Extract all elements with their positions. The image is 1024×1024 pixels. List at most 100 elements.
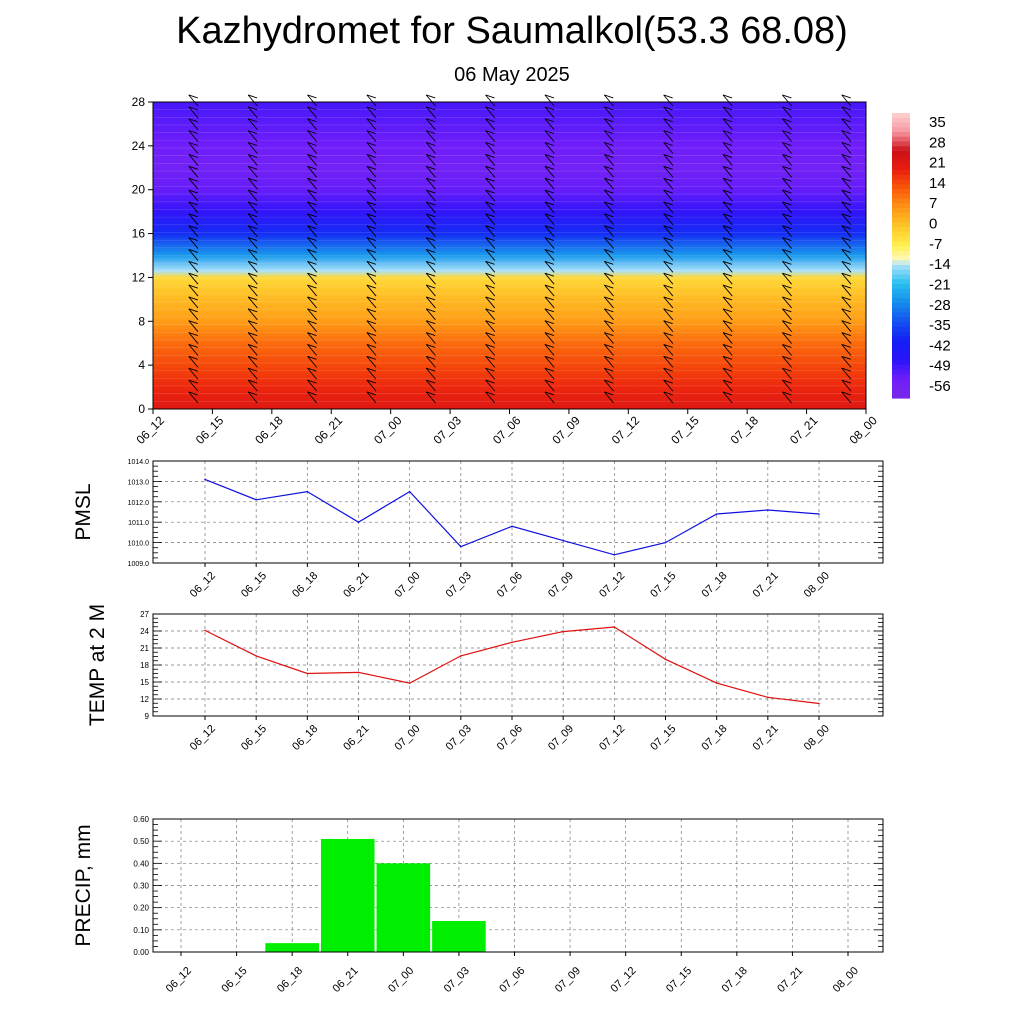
wind-barb xyxy=(782,391,792,404)
wind-barb xyxy=(544,367,555,380)
heatmap-x-tick-label: 07_15 xyxy=(668,413,702,447)
wind-barb-flag xyxy=(604,153,614,158)
wind-barb xyxy=(663,142,674,154)
wind-barb-flag xyxy=(663,367,673,372)
panel-frame xyxy=(152,613,884,717)
wind-barb-flag xyxy=(366,94,376,99)
y-tick-label: 1013.0 xyxy=(128,479,150,486)
wind-barb-flag xyxy=(485,201,495,206)
wind-barb-flag xyxy=(247,308,258,313)
wind-barb xyxy=(307,356,318,368)
wind-barb xyxy=(366,272,377,285)
wind-barb xyxy=(544,272,555,285)
colorbar-segment xyxy=(892,260,910,266)
colorbar-label: 21 xyxy=(929,155,946,172)
wind-barb-flag xyxy=(307,142,317,146)
wind-barb xyxy=(722,367,733,380)
wind-barb-flag xyxy=(604,332,614,337)
wind-barb-flag xyxy=(307,296,317,301)
wind-barb xyxy=(544,356,555,368)
wind-barb xyxy=(544,249,555,261)
wind-barb-flag xyxy=(426,225,436,230)
wind-barb xyxy=(722,237,733,249)
wind-barb-flag xyxy=(841,332,851,337)
wind-barb-flag xyxy=(604,355,614,360)
wind-barb-flag xyxy=(782,308,792,313)
wind-barb xyxy=(485,130,496,142)
wind-barb-flag xyxy=(722,94,733,99)
colorbar-segment xyxy=(892,364,910,371)
wind-barb xyxy=(247,296,258,309)
wind-barb xyxy=(722,391,733,404)
wind-barb-flag xyxy=(841,94,851,99)
wind-barb-flag xyxy=(247,272,258,277)
colorbar-segment xyxy=(892,193,910,200)
wind-barb xyxy=(485,225,496,237)
wind-barb-flag xyxy=(485,142,495,146)
wind-barb xyxy=(485,165,496,178)
colorbar-label: -42 xyxy=(929,337,951,354)
wind-barb xyxy=(841,154,852,166)
colorbar-segment xyxy=(892,288,910,295)
colorbar-segment xyxy=(892,155,910,162)
wind-barb-flag xyxy=(782,213,792,218)
wind-barb xyxy=(782,320,792,333)
wind-barb-flag xyxy=(722,225,733,230)
wind-barb-flag xyxy=(841,249,851,253)
wind-barb xyxy=(307,225,318,237)
wind-barb xyxy=(485,391,496,404)
wind-barb-flag xyxy=(188,332,198,337)
wind-barb-flag xyxy=(247,332,258,337)
wind-barb xyxy=(722,201,733,214)
y-tick-label: 9 xyxy=(145,712,150,721)
wind-barb-flag xyxy=(485,332,495,337)
wind-barb-flag xyxy=(247,118,258,123)
wind-barb-flag xyxy=(426,142,436,146)
wind-barb-flag xyxy=(485,130,495,135)
wind-barb-flag xyxy=(307,189,317,194)
y-tick-label: 24 xyxy=(140,627,149,636)
wind-barb-flag xyxy=(307,344,317,348)
wind-barb xyxy=(663,237,674,249)
wind-barb xyxy=(841,261,852,273)
wind-barb xyxy=(425,94,436,107)
wind-barb xyxy=(485,237,496,249)
x-tick-label: 06_21 xyxy=(341,723,371,753)
x-tick-label: 06_15 xyxy=(239,723,269,753)
data-point xyxy=(562,630,564,633)
x-tick-label: 07_09 xyxy=(546,723,576,753)
wind-barb-flag xyxy=(307,332,317,337)
wind-barb xyxy=(485,344,496,356)
wind-barb xyxy=(188,308,199,321)
wind-barb xyxy=(603,344,614,356)
wind-barb-flag xyxy=(782,379,792,384)
wind-barb-flag xyxy=(841,260,851,265)
wind-barb-flag xyxy=(426,130,436,135)
wind-barb-flag xyxy=(247,165,258,170)
wind-barb xyxy=(247,225,258,237)
heatmap-x-tick-label: 07_18 xyxy=(728,413,762,447)
heatmap-x-tick-label: 07_03 xyxy=(431,413,465,447)
wind-barb xyxy=(247,356,258,368)
wind-barb xyxy=(307,213,318,226)
wind-barb-flag xyxy=(366,201,376,206)
wind-barb-flag xyxy=(604,391,614,396)
wind-barb-flag xyxy=(722,189,733,194)
precip-bar xyxy=(432,920,486,952)
colorbar-segment xyxy=(892,312,910,318)
wind-barb-flag xyxy=(663,118,673,123)
data-point xyxy=(460,545,462,548)
wind-barb xyxy=(188,391,199,404)
colorbar-segment xyxy=(892,227,910,233)
wind-barb xyxy=(425,284,436,297)
wind-barb-flag xyxy=(188,213,198,218)
wind-barb xyxy=(544,130,555,142)
wind-barb xyxy=(663,272,674,285)
wind-barb xyxy=(485,379,496,392)
wind-barb xyxy=(782,237,792,249)
wind-barb-flag xyxy=(366,332,376,337)
wind-barb-flag xyxy=(604,189,614,194)
x-tick-label: 07_06 xyxy=(495,723,525,753)
wind-barb-flag xyxy=(544,130,555,135)
wind-barb-flag xyxy=(247,142,258,146)
